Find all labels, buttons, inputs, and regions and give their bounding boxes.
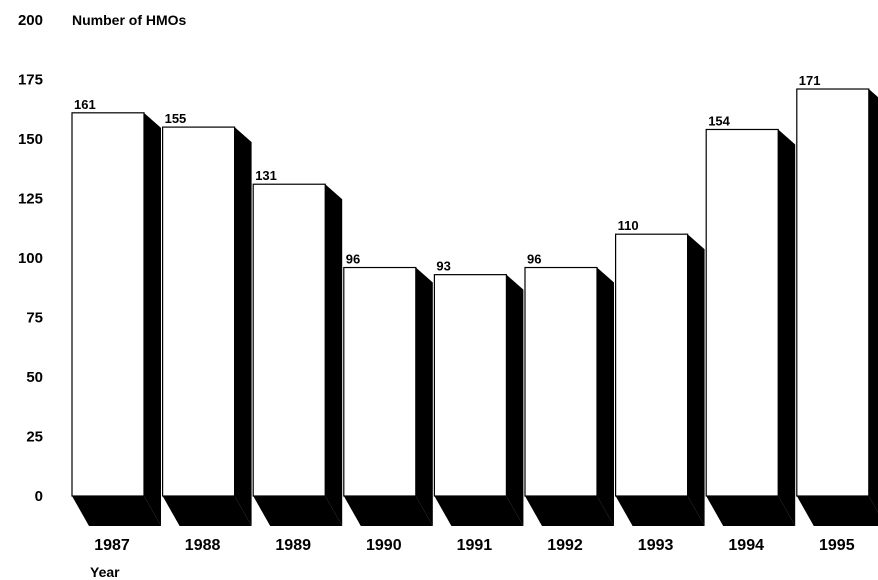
bar-depth-side xyxy=(778,129,796,527)
bar-face xyxy=(524,266,598,497)
bar-depth-side xyxy=(597,267,614,526)
bar: 96 xyxy=(343,252,433,526)
y-tick-label: 25 xyxy=(26,429,43,446)
bar: 154 xyxy=(705,113,796,527)
bar-depth-bottom xyxy=(615,496,705,526)
bar-value-label: 96 xyxy=(346,252,360,267)
bar: 110 xyxy=(614,218,705,526)
x-tick-label: 1995 xyxy=(819,537,855,554)
y-axis-label: Number of HMOs xyxy=(72,12,187,28)
bar: 171 xyxy=(796,73,878,526)
y-tick-label: 175 xyxy=(18,72,43,89)
bar-face xyxy=(71,112,145,497)
y-axis-ticks: 0 25 50 75 100 125 150 175 200 xyxy=(18,12,43,505)
bar-depth-side xyxy=(325,184,343,526)
bar-face xyxy=(252,183,326,497)
bar: 161 xyxy=(71,97,161,526)
x-tick-label: 1989 xyxy=(275,537,311,554)
bar-value-label: 96 xyxy=(527,252,541,267)
bar-value-label: 161 xyxy=(74,97,96,112)
x-tick-label: 1987 xyxy=(94,537,130,554)
bar-value-label: 93 xyxy=(436,259,450,274)
bar-depth-side xyxy=(234,127,252,526)
bar-depth-bottom xyxy=(706,496,796,526)
x-tick-label: 1988 xyxy=(185,537,221,554)
bar-value-label: 131 xyxy=(255,168,277,183)
bar-face xyxy=(433,274,507,497)
y-tick-label: 125 xyxy=(18,191,43,208)
x-tick-label: 1993 xyxy=(638,537,674,554)
y-tick-label: 200 xyxy=(18,12,43,29)
bar-depth-side xyxy=(144,112,161,526)
bar-value-label: 155 xyxy=(165,111,187,126)
y-tick-label: 100 xyxy=(18,250,43,267)
x-tick-label: 1990 xyxy=(366,537,402,554)
bar-depth-bottom xyxy=(162,496,252,526)
bar-face xyxy=(796,88,870,497)
x-axis-ticks: 1987 1988 1989 1990 1991 1992 1993 1994 1995 xyxy=(94,537,854,554)
bar-depth-side xyxy=(868,89,878,513)
y-tick-label: 0 xyxy=(35,488,43,505)
x-tick-label: 1994 xyxy=(728,537,764,554)
x-tick-label: 1992 xyxy=(547,537,583,554)
bar: 131 xyxy=(252,168,343,526)
bar-face xyxy=(343,266,417,497)
bar: 155 xyxy=(162,111,252,526)
bar-face xyxy=(614,233,689,497)
bar-depth-side xyxy=(687,234,705,526)
bar-depth-bottom xyxy=(343,496,433,526)
bar-depth-side xyxy=(506,274,524,526)
bar-value-label: 110 xyxy=(618,218,639,233)
y-tick-label: 150 xyxy=(18,131,43,148)
bar-face xyxy=(162,126,236,497)
bar-value-label: 171 xyxy=(799,73,821,88)
bar-depth-bottom xyxy=(253,496,343,526)
bar-depth-bottom xyxy=(796,496,878,526)
bar: 96 xyxy=(524,252,614,526)
bars-group: 161 155 131 96 93 96 110 154 171 xyxy=(71,73,878,527)
bar-depth-bottom xyxy=(434,496,524,526)
x-axis-label: Year xyxy=(90,564,120,580)
y-tick-label: 75 xyxy=(26,310,43,327)
bar-depth-side xyxy=(415,267,433,526)
y-tick-label: 50 xyxy=(26,369,43,386)
bar-depth-bottom xyxy=(72,496,161,526)
x-tick-label: 1991 xyxy=(457,537,493,554)
bar-face xyxy=(705,128,779,497)
bar-depth-bottom xyxy=(525,496,614,526)
bar-value-label: 154 xyxy=(708,113,730,128)
bar: 93 xyxy=(433,259,524,526)
